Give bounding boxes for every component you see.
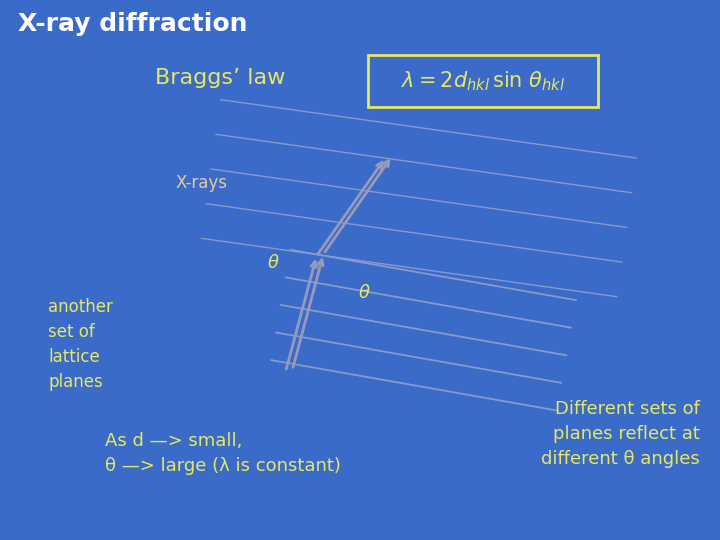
Text: Different sets of
planes reflect at
different θ angles: Different sets of planes reflect at diff… <box>541 400 700 468</box>
Text: X-ray diffraction: X-ray diffraction <box>18 12 248 36</box>
Text: $\theta$: $\theta$ <box>267 254 280 272</box>
Text: As d —> small,
θ —> large (λ is constant): As d —> small, θ —> large (λ is constant… <box>105 432 341 475</box>
Text: $\lambda = 2d_{hkl}\,\sin\,\theta_{hkl}$: $\lambda = 2d_{hkl}\,\sin\,\theta_{hkl}$ <box>401 69 565 93</box>
Text: another
set of
lattice
planes: another set of lattice planes <box>48 298 113 391</box>
Text: $\theta$: $\theta$ <box>358 284 371 302</box>
Text: Braggs’ law: Braggs’ law <box>155 68 285 88</box>
Text: X-rays: X-rays <box>175 174 227 192</box>
Bar <box>368 55 598 107</box>
